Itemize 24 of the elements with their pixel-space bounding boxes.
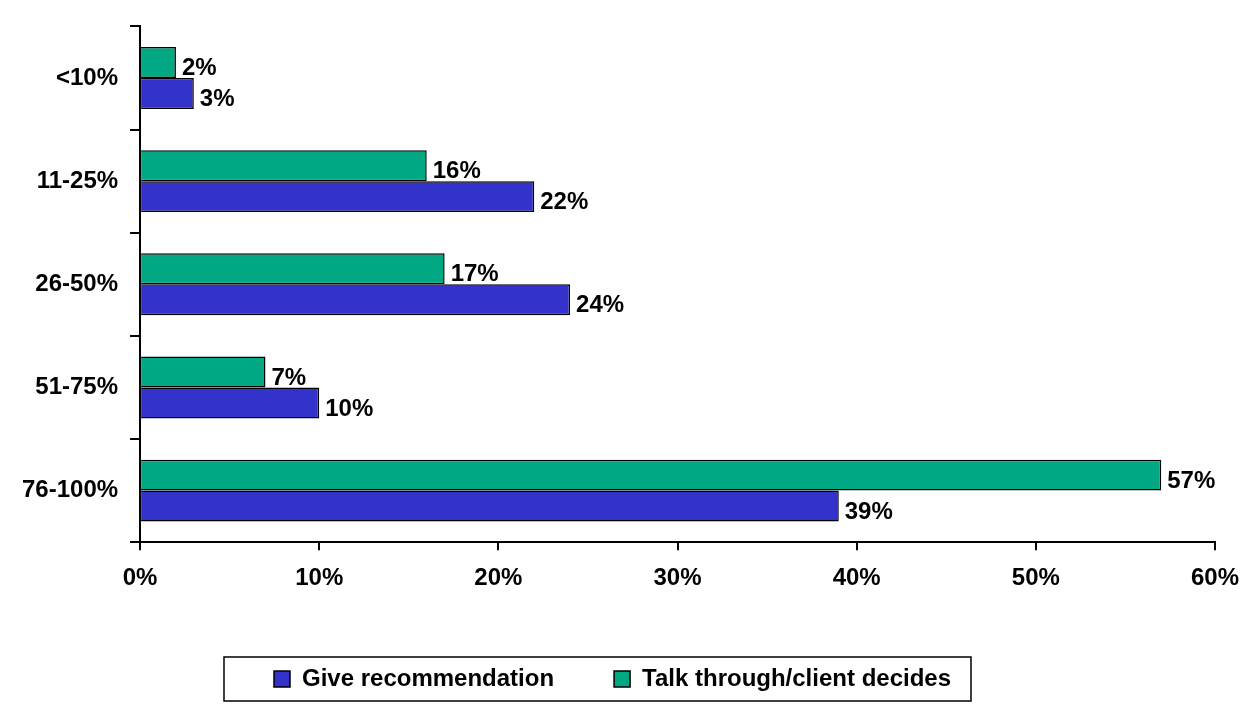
data-label: 7% — [271, 362, 307, 390]
y-tick-label: <10% — [56, 62, 119, 90]
data-label: 2% — [181, 53, 217, 81]
y-tick-label: 11-25% — [36, 165, 119, 193]
data-label: 16% — [432, 156, 481, 184]
data-label: 39% — [844, 496, 893, 524]
x-tick-label: 10% — [295, 563, 344, 591]
x-tick-label: 0% — [122, 563, 158, 591]
legend-label: Talk through/client decides — [642, 663, 952, 691]
x-tick-label: 40% — [832, 563, 881, 591]
data-label: 22% — [540, 187, 589, 215]
x-tick-label: 20% — [474, 563, 523, 591]
x-tick-label: 30% — [653, 563, 702, 591]
y-tick-label: 76-100% — [21, 475, 119, 503]
x-tick-label: 50% — [1011, 563, 1060, 591]
data-label: 57% — [1167, 465, 1216, 493]
data-label: 17% — [450, 259, 499, 287]
data-label: 10% — [325, 393, 374, 421]
y-tick-label: 26-50% — [35, 268, 119, 296]
legend-label: Give recommendation — [301, 663, 555, 691]
data-label: 24% — [576, 290, 625, 318]
y-tick-label: 51-75% — [35, 372, 119, 400]
x-tick-label: 60% — [1190, 563, 1240, 591]
data-label: 3% — [199, 84, 235, 112]
